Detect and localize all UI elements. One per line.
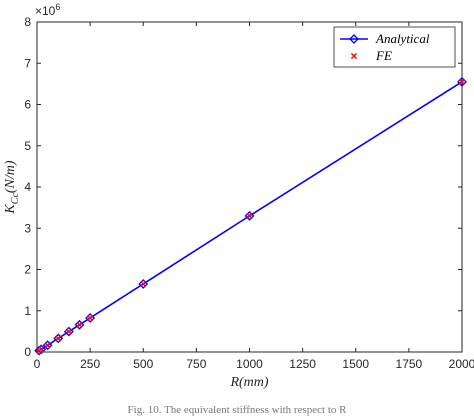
fe-marker-stroke	[246, 212, 253, 219]
fe-marker-stroke	[140, 280, 147, 288]
y-tick-label: 7	[24, 56, 31, 70]
fe-marker-stroke	[458, 78, 466, 85]
y-tick-label: 0	[24, 345, 31, 359]
axes: 0 250 500 750 1000 1250 1500 1750 2000 0 1 2 3 4 5 6 7 8 ×…	[3, 2, 474, 390]
x-tick-label: 1500	[342, 357, 369, 371]
fe-marker	[44, 342, 51, 349]
x-tick-label: 750	[186, 357, 206, 371]
fe-marker	[140, 280, 147, 288]
legend-fe-marker	[350, 52, 358, 60]
x-tick-label: 2000	[449, 357, 474, 371]
analytical-marker	[42, 340, 53, 351]
y-axis-label: KCc(N/m)	[3, 160, 21, 214]
fe-marker-stroke	[55, 335, 62, 342]
fe-marker-stroke	[65, 328, 72, 335]
fe-marker-stroke	[44, 342, 51, 349]
y-tick-label: 5	[24, 139, 31, 153]
analytical-marker	[138, 279, 149, 289]
x-tick-label: 250	[80, 357, 100, 371]
y-tick-label: 6	[24, 98, 31, 112]
fe-marker	[65, 328, 72, 335]
fe-marker	[38, 346, 45, 353]
fe-marker-stroke	[76, 321, 83, 328]
y-axis-label-base: K	[3, 204, 18, 215]
analytical-marker	[457, 76, 467, 87]
x-tick-label: 1000	[236, 357, 263, 371]
analytical-marker	[74, 319, 85, 330]
legend-fe-label: FE	[375, 48, 392, 63]
fe-marker-stroke	[87, 314, 94, 322]
x-tick-label: 0	[34, 357, 41, 371]
analytical-marker	[244, 210, 255, 221]
legend-analytical-label: Analytical	[375, 31, 430, 46]
x-tick-label: 500	[133, 357, 153, 371]
y-tick-label: 1	[24, 304, 31, 318]
legend-box	[333, 26, 456, 68]
y-axis-label-units: (N/m)	[3, 160, 18, 193]
y-multiplier-label: ×106	[35, 2, 60, 18]
plot-frame	[36, 21, 463, 353]
plot-area	[36, 21, 463, 353]
analytical-marker	[63, 326, 74, 337]
fe-marker-stroke	[350, 52, 358, 60]
y-axis-label-subscript: Cc	[10, 193, 21, 205]
x-tick-label: 1250	[289, 357, 316, 371]
figure-caption: Fig. 10. The equivalent stiffness with r…	[127, 404, 347, 416]
fe-marker	[458, 78, 466, 85]
fe-marker	[87, 314, 94, 322]
x-axis-label: R(mm)	[229, 375, 268, 390]
series-layer	[34, 76, 467, 356]
fe-marker-stroke	[38, 346, 45, 353]
x-tick-label: 1750	[396, 357, 423, 371]
fe-marker	[55, 335, 62, 342]
y-tick-label: 3	[24, 221, 31, 235]
y-tick-label: 8	[24, 15, 31, 29]
y-tick-label: 4	[24, 180, 31, 194]
y-tick-label: 2	[24, 263, 31, 277]
legend: Analytical FE	[333, 26, 456, 68]
legend-analytical-marker	[349, 34, 359, 44]
analytical-line	[38, 81, 463, 352]
fe-marker	[76, 321, 83, 328]
analytical-marker	[53, 333, 64, 344]
analytical-marker	[85, 313, 96, 323]
y-multiplier-exponent: 6	[55, 2, 60, 12]
fe-marker	[246, 212, 253, 219]
